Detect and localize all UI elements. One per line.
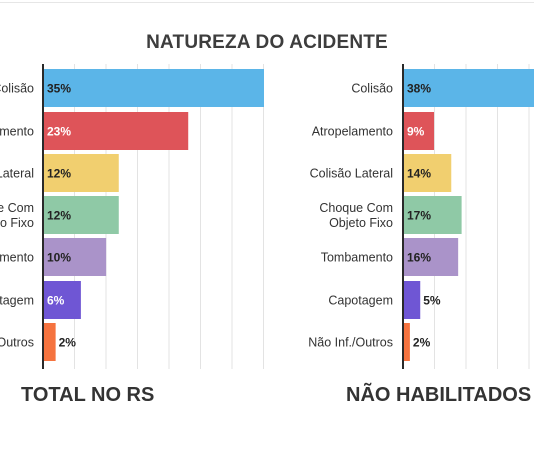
- category-label: Tombamento: [321, 251, 393, 265]
- category-label: Colisão Lateral: [0, 167, 34, 181]
- bar-value-label: 14%: [407, 167, 431, 181]
- bar-value-label: 5%: [423, 294, 441, 308]
- bar-value-label: 38%: [407, 82, 431, 96]
- bar-value-label: 16%: [407, 251, 431, 265]
- bar-value-label: 17%: [407, 209, 431, 223]
- top-divider: [0, 2, 534, 3]
- right-chart-title: NÃO HABILITADOS: [346, 384, 532, 406]
- bar: [43, 281, 81, 319]
- bar-value-label: 23%: [47, 125, 71, 139]
- bar: [43, 323, 56, 361]
- bar: [403, 154, 452, 192]
- category-label: Tombamento: [0, 251, 34, 265]
- category-label: Capotagem: [0, 294, 34, 308]
- bar-value-label: 35%: [47, 82, 71, 96]
- bar: [403, 196, 462, 234]
- bar: [403, 112, 435, 150]
- bar: [403, 238, 459, 276]
- bar-value-label: 9%: [407, 125, 425, 139]
- category-label: Atropelamento: [312, 125, 393, 139]
- bar: [43, 196, 119, 234]
- category-label: Colisão: [0, 82, 34, 96]
- bar-value-label: 2%: [413, 336, 431, 350]
- bar-value-label: 12%: [47, 209, 71, 223]
- category-label: Atropelamento: [0, 125, 34, 139]
- bar: [43, 238, 107, 276]
- bar: [43, 69, 264, 107]
- bar-value-label: 2%: [59, 336, 77, 350]
- bar: [403, 323, 410, 361]
- bar-value-label: 6%: [47, 294, 65, 308]
- category-label: Colisão Lateral: [310, 167, 393, 181]
- bar: [403, 69, 534, 107]
- category-label: Não Inf./Outros: [0, 336, 34, 350]
- category-label: Colisão: [351, 82, 393, 96]
- bar-value-label: 10%: [47, 251, 71, 265]
- bar: [403, 281, 421, 319]
- bar: [43, 112, 189, 150]
- category-label: Capotagem: [328, 294, 393, 308]
- bar: [43, 154, 119, 192]
- category-label: Não Inf./Outros: [308, 336, 393, 350]
- chart-title: NATUREZA DO ACIDENTE: [146, 32, 388, 53]
- left-chart-title: TOTAL NO RS: [21, 384, 155, 406]
- bar-value-label: 12%: [47, 167, 71, 181]
